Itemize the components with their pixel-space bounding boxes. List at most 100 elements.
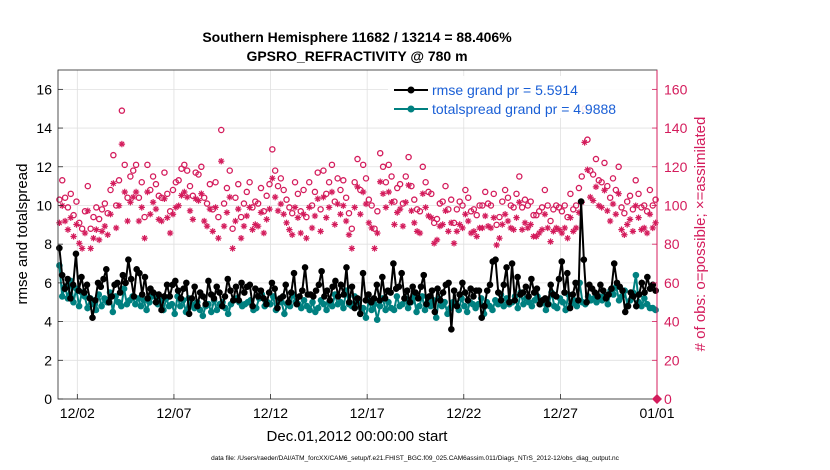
totalspread-point	[368, 306, 375, 314]
obs-possible-marker	[481, 188, 489, 196]
obs-possible-marker	[575, 184, 583, 192]
obs-assimilated-marker	[419, 190, 426, 197]
obs-assimilated-marker	[215, 234, 222, 242]
totalspread-point	[461, 302, 468, 310]
obs-assimilated-marker	[317, 228, 324, 235]
rmse-point	[114, 279, 121, 287]
obs-possible-marker	[615, 163, 622, 171]
obs-possible-marker	[640, 202, 648, 209]
obs-assimilated-marker	[482, 212, 489, 220]
obs-assimilated-marker	[81, 229, 89, 237]
rmse-point	[619, 287, 626, 294]
obs-assimilated-marker	[135, 217, 143, 225]
obs-possible-marker	[470, 206, 478, 213]
right-y-axis-label: # of obs: o=possible; ×=assimilated	[692, 117, 709, 352]
rmse-point	[75, 287, 83, 294]
obs-possible-marker	[223, 184, 231, 192]
rmse-point	[376, 297, 383, 304]
rmse-point	[514, 273, 521, 281]
obs-assimilated-marker	[499, 221, 506, 228]
rmse-point	[450, 287, 458, 294]
right-y-tick-label: 160	[664, 81, 688, 97]
rmse-point	[434, 285, 441, 292]
obs-assimilated-marker	[342, 217, 350, 225]
obs-possible-marker	[271, 167, 279, 174]
obs-possible-marker	[73, 198, 80, 205]
obs-possible-marker	[135, 194, 143, 201]
obs-assimilated-marker	[78, 245, 86, 252]
obs-assimilated-marker	[606, 217, 614, 225]
obs-assimilated-marker	[183, 193, 191, 201]
obs-possible-marker	[274, 182, 282, 190]
obs-assimilated-marker	[422, 204, 429, 211]
rmse-point	[345, 298, 353, 306]
obs-assimilated-marker	[479, 224, 486, 232]
obs-possible-marker	[450, 219, 458, 227]
obs-possible-marker	[294, 190, 302, 198]
obs-assimilated-marker	[98, 228, 106, 235]
obs-possible-marker	[237, 213, 245, 221]
obs-possible-marker	[487, 202, 495, 209]
rmse-point	[362, 297, 370, 304]
totalspread-point	[399, 300, 406, 308]
obs-possible-marker	[365, 196, 373, 203]
obs-possible-marker	[235, 180, 242, 188]
obs-possible-marker	[212, 178, 219, 186]
obs-assimilated-marker	[652, 219, 659, 226]
obs-possible-marker	[422, 178, 429, 186]
obs-possible-marker	[132, 161, 140, 169]
rmse-point	[508, 260, 516, 267]
obs-assimilated-marker	[402, 199, 409, 206]
obs-possible-marker	[504, 194, 512, 201]
obs-possible-marker	[544, 202, 551, 209]
obs-possible-marker	[138, 178, 145, 186]
rmse-point	[252, 285, 259, 292]
rmse-point	[241, 289, 248, 296]
totalspread-point	[75, 302, 83, 310]
rmse-point	[417, 283, 425, 291]
right-y-tick-label: 100	[664, 197, 688, 213]
obs-possible-marker	[359, 161, 367, 169]
obs-assimilated-marker	[445, 228, 452, 235]
rmse-point	[475, 287, 483, 294]
rmse-point	[644, 273, 651, 281]
obs-assimilated-marker	[130, 193, 137, 201]
legend-spread-label: totalspread grand pr = 4.9888	[432, 101, 616, 117]
obs-possible-marker	[76, 219, 83, 227]
obs-assimilated-marker	[362, 200, 370, 208]
rmse-point	[423, 300, 430, 308]
obs-possible-marker	[462, 186, 469, 194]
rmse-point	[641, 289, 648, 296]
obs-assimilated-marker	[459, 224, 466, 232]
obs-assimilated-marker	[263, 216, 270, 223]
obs-assimilated-marker	[269, 175, 276, 182]
obs-possible-marker	[342, 194, 350, 201]
obs-assimilated-marker	[493, 241, 500, 249]
obs-possible-marker	[499, 198, 506, 205]
obs-assimilated-marker	[649, 224, 656, 232]
totalspread-point	[421, 306, 429, 314]
obs-possible-marker	[442, 182, 449, 190]
rmse-point	[329, 283, 336, 291]
rmse-point	[174, 287, 182, 294]
rmse-point	[312, 287, 320, 294]
left-y-tick-label: 6	[44, 275, 52, 291]
rmse-point	[332, 277, 339, 285]
obs-assimilated-marker	[195, 197, 202, 204]
rmse-point	[155, 291, 163, 298]
obs-possible-marker	[416, 208, 424, 215]
obs-assimilated-marker	[379, 190, 387, 197]
rmse-point	[172, 277, 179, 285]
obs-assimilated-marker	[144, 188, 151, 196]
obs-assimilated-marker	[340, 202, 347, 209]
obs-assimilated-marker	[354, 183, 361, 191]
obs-assimilated-marker	[374, 229, 381, 237]
obs-possible-marker	[618, 204, 625, 211]
legend: rmse grand pr = 5.5914 totalspread grand…	[388, 76, 652, 118]
rmse-point	[160, 293, 168, 300]
rmse-point	[552, 293, 560, 300]
obs-possible-marker	[453, 206, 461, 213]
obs-possible-marker	[411, 196, 418, 203]
obs-possible-marker	[206, 180, 214, 188]
obs-possible-marker	[521, 196, 529, 203]
